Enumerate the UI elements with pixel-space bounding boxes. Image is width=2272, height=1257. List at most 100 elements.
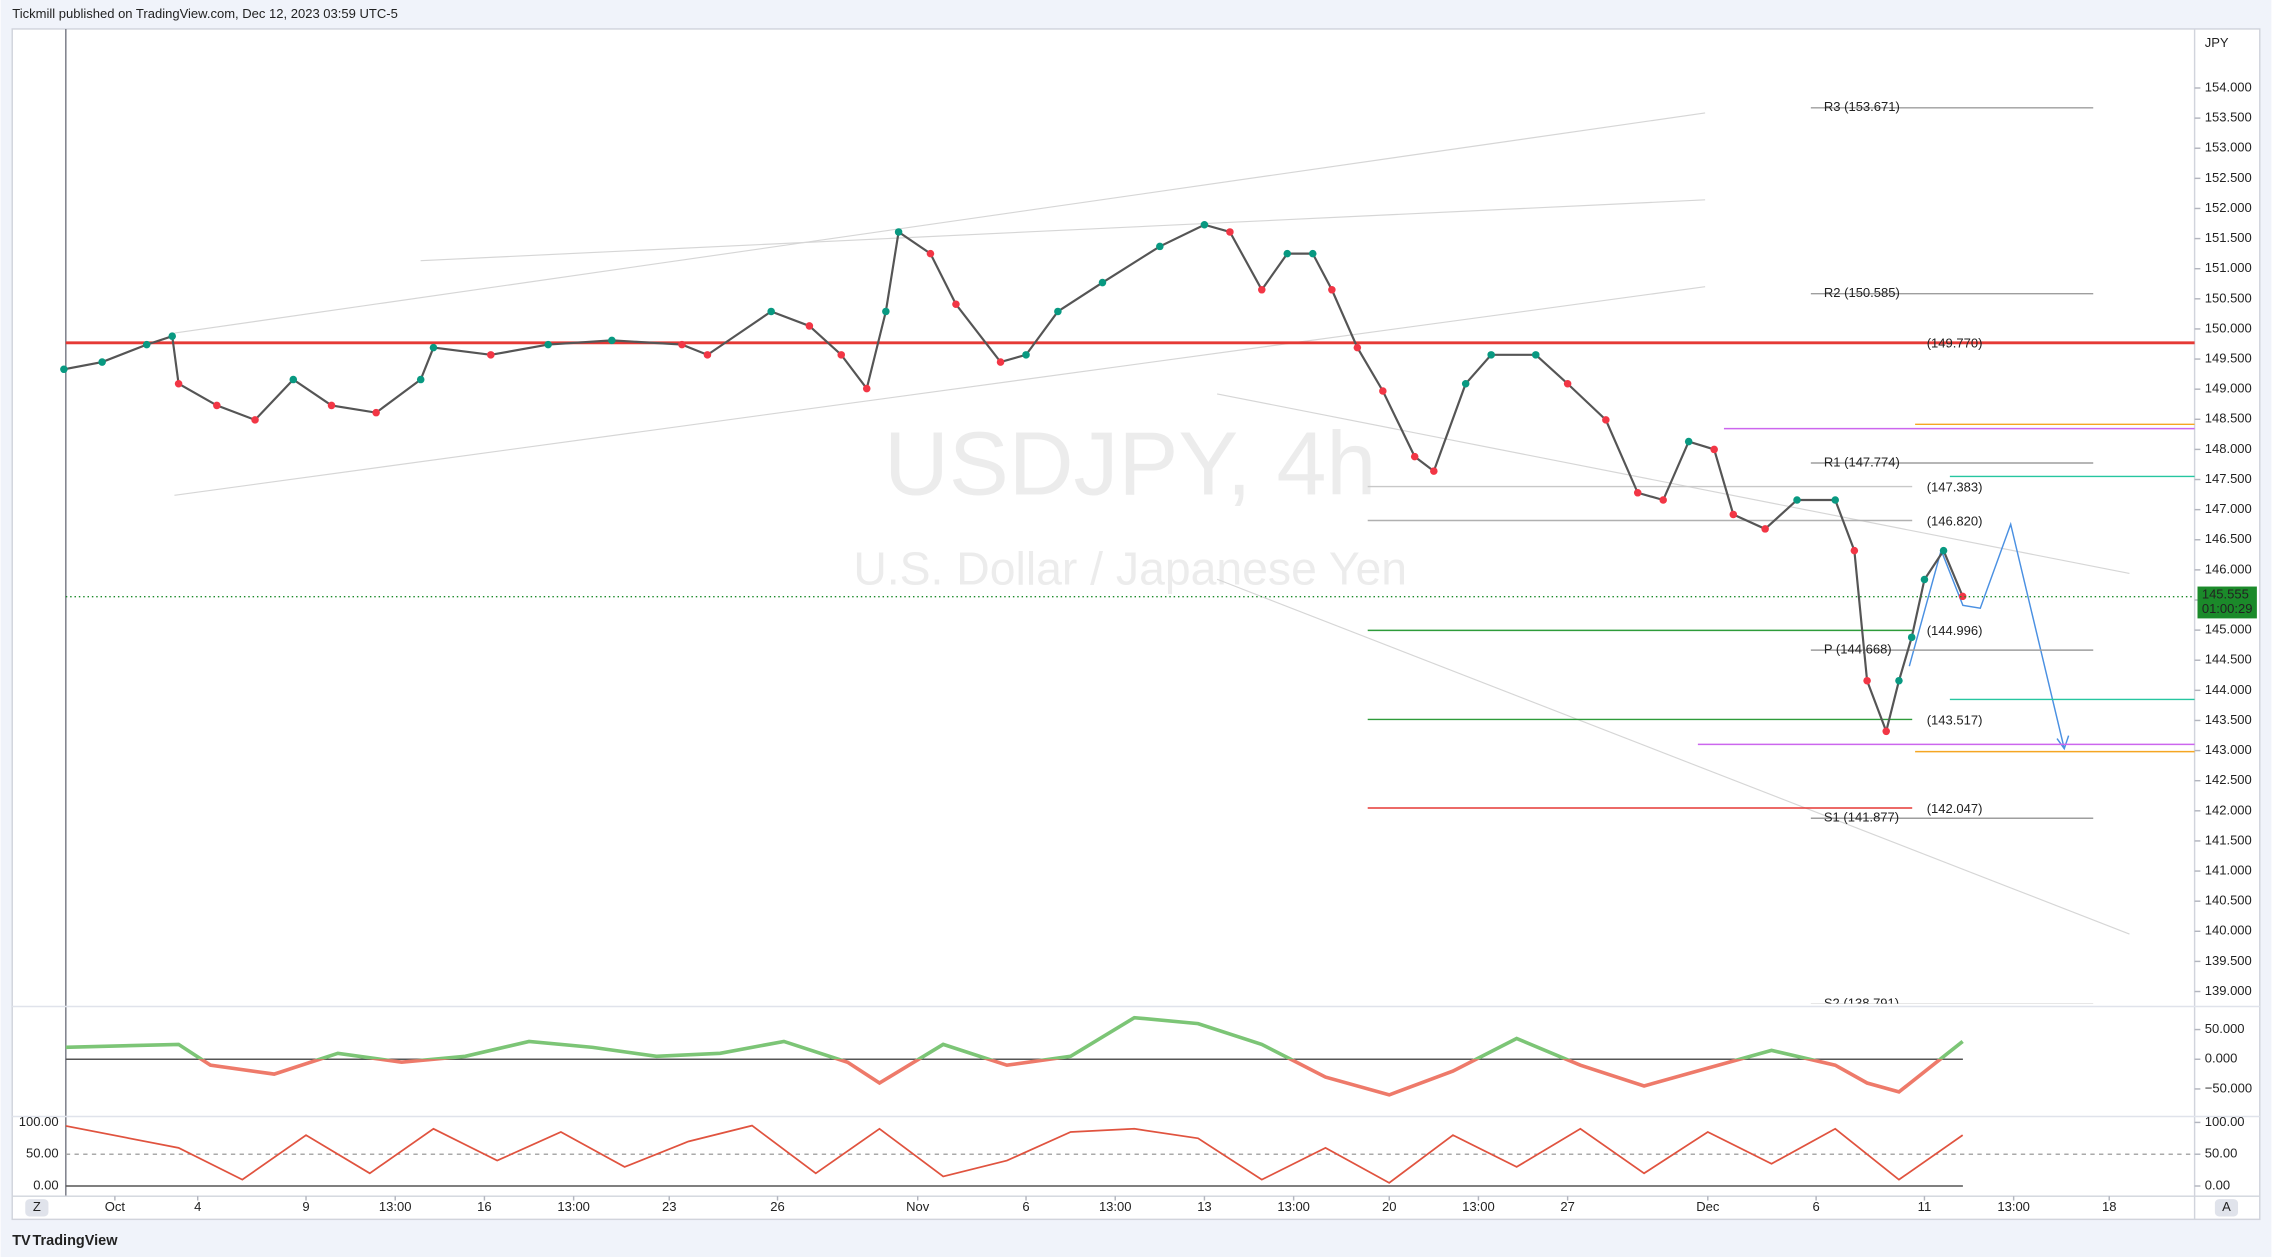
last-price-label: 145.555 — [2202, 587, 2249, 602]
y-tick-label: 152.000 — [2205, 200, 2252, 215]
price-point — [1308, 249, 1317, 258]
price-point — [703, 351, 712, 359]
y-tick-label: 154.000 — [2205, 79, 2252, 94]
price-point — [487, 351, 495, 359]
countdown-label: 01:00:29 — [2202, 601, 2253, 616]
price-point — [1200, 220, 1209, 229]
y-tick-label: 146.500 — [2205, 531, 2252, 546]
y-tick-label: 144.000 — [2205, 682, 2252, 697]
y-tick-label: 0.00 — [2205, 1177, 2230, 1192]
projection-arrow — [1908, 521, 2070, 751]
level-label: (142.047) — [1927, 801, 1983, 816]
x-tick-label: Oct — [105, 1199, 126, 1214]
y-tick-label: 151.000 — [2205, 260, 2252, 275]
price-point — [289, 375, 298, 384]
price-point — [1054, 307, 1062, 316]
pivot-label: S1 (141.877) — [1824, 810, 1899, 825]
price-point — [926, 249, 935, 258]
x-tick-label: 16 — [477, 1199, 491, 1214]
price-point — [1258, 286, 1266, 294]
level-label: (143.517) — [1927, 712, 1983, 727]
price-point — [767, 307, 775, 316]
price-point — [1226, 228, 1234, 236]
price-point — [1602, 416, 1610, 424]
price-point — [1850, 546, 1859, 555]
y-tick-label: 146.000 — [2205, 561, 2252, 576]
price-point — [1907, 633, 1916, 642]
x-tick-label: 6 — [1022, 1199, 1029, 1214]
pivot-label: R1 (147.774) — [1824, 454, 1900, 469]
price-point — [894, 228, 903, 236]
price-point — [1283, 249, 1292, 258]
x-tick-label: 11 — [1918, 1199, 1932, 1214]
price-point — [429, 343, 438, 352]
y-tick-label: 141.500 — [2205, 832, 2252, 847]
x-tick-label: 20 — [1382, 1199, 1396, 1214]
price-point — [1532, 351, 1540, 359]
pivot-label: R2 (150.585) — [1824, 285, 1900, 300]
price-point — [1098, 278, 1107, 287]
price-point — [1379, 387, 1387, 395]
y-tick-label: 153.500 — [2205, 110, 2252, 125]
price-point — [1487, 351, 1495, 359]
price-point — [1939, 546, 1948, 555]
x-tick-label: 13:00 — [1462, 1199, 1495, 1214]
auto-button-label[interactable]: A — [2222, 1199, 2231, 1214]
y-tick-label: 139.500 — [2205, 953, 2252, 968]
pivot-label: R3 (153.671) — [1824, 99, 1900, 114]
brand-logo: TV — [12, 1233, 31, 1249]
currency-label: JPY — [2205, 35, 2229, 50]
scale-button[interactable] — [25, 1199, 49, 1217]
price-point — [60, 365, 68, 374]
x-tick-label: 13:00 — [1997, 1199, 2030, 1214]
price-point — [862, 384, 871, 393]
price-point — [251, 416, 259, 424]
price-point — [98, 358, 106, 366]
y-tick-label: 139.000 — [2205, 983, 2252, 998]
price-point — [1156, 242, 1164, 251]
x-tick-label: 27 — [1560, 1199, 1574, 1214]
y-tick-label: 147.000 — [2205, 501, 2252, 516]
scale-button-label[interactable]: Z — [33, 1199, 41, 1214]
y-tick-label: 150.500 — [2205, 290, 2252, 305]
price-point — [1710, 445, 1718, 454]
level-label: (147.383) — [1927, 479, 1983, 494]
y-tick-label-left: 0.00 — [33, 1177, 58, 1192]
price-point — [1022, 351, 1030, 359]
x-tick-label: 13:00 — [1277, 1199, 1310, 1214]
watermark-description: U.S. Dollar / Japanese Yen — [853, 542, 1407, 594]
price-point — [805, 322, 814, 330]
price-point — [1410, 452, 1419, 461]
x-tick-label: 13:00 — [379, 1199, 412, 1214]
price-point — [372, 408, 380, 417]
price-point — [1793, 496, 1801, 504]
level-label: (144.996) — [1927, 623, 1983, 638]
price-point — [1729, 510, 1738, 519]
price-point — [416, 375, 425, 384]
x-tick-label: 13:00 — [1099, 1199, 1132, 1214]
price-point — [1684, 437, 1693, 446]
x-tick-label: 9 — [302, 1199, 309, 1214]
y-tick-label: 149.000 — [2205, 381, 2252, 396]
pivot-label: P (144.668) — [1824, 642, 1892, 657]
x-tick-label: 4 — [194, 1199, 201, 1214]
price-point — [1328, 286, 1336, 294]
price-point — [168, 332, 176, 340]
price-point — [608, 336, 616, 345]
price-point — [1958, 592, 1967, 601]
price-point — [952, 300, 960, 309]
last-price-box — [2197, 586, 2257, 619]
trend-channel — [174, 112, 2130, 935]
price-point — [1920, 575, 1929, 584]
y-tick-label: 100.00 — [2205, 1114, 2245, 1129]
y-tick-label: 50.00 — [2205, 1146, 2238, 1161]
header-text: Tickmill published on TradingView.com, D… — [12, 6, 398, 21]
price-point — [544, 340, 552, 349]
auto-button[interactable] — [2214, 1199, 2239, 1217]
y-tick-label: 148.500 — [2205, 411, 2252, 426]
y-tick-label: 141.000 — [2205, 862, 2252, 877]
y-tick-label: 142.000 — [2205, 802, 2252, 817]
y-tick-label: 143.000 — [2205, 742, 2252, 757]
price-point — [1659, 496, 1667, 504]
